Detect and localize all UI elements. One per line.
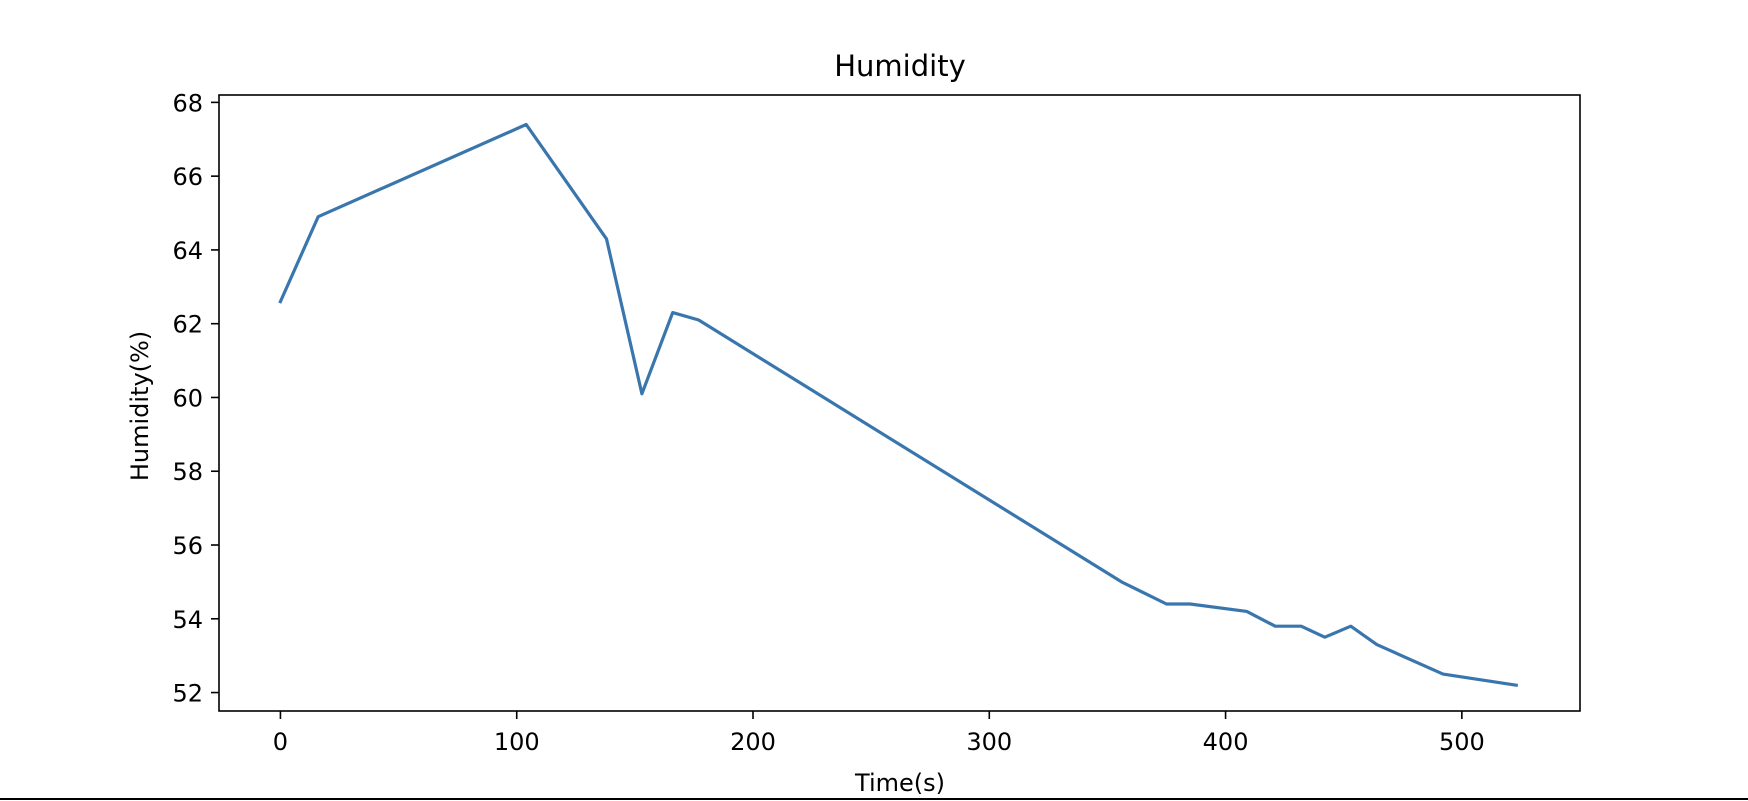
bottom-divider: [0, 798, 1748, 800]
x-tick-label: 300: [966, 728, 1012, 756]
plot-area: [218, 94, 1581, 712]
x-axis-label: Time(s): [854, 769, 945, 797]
y-axis-label: Humidity(%): [126, 331, 154, 481]
y-tick-label: 54: [172, 606, 203, 634]
x-tick-label: 200: [730, 728, 776, 756]
y-tick-label: 68: [172, 89, 203, 117]
x-tick-label: 400: [1203, 728, 1249, 756]
y-tick-label: 66: [172, 163, 203, 191]
plot-frame: [218, 94, 1581, 712]
series-line-0: [278, 122, 1519, 688]
y-tick-label: 52: [172, 680, 203, 708]
y-axis: 52 54 56 58 60 62 64 66 68: [172, 89, 219, 708]
y-tick-label: 62: [172, 311, 203, 339]
y-tick-label: 64: [172, 237, 203, 265]
chart-title: Humidity: [834, 49, 966, 83]
y-tick-label: 60: [172, 384, 203, 412]
y-tick-label: 56: [172, 532, 203, 560]
y-tick-label: 58: [172, 458, 203, 486]
x-tick-label: 0: [273, 728, 288, 756]
x-tick-label: 100: [494, 728, 540, 756]
x-tick-label: 500: [1439, 728, 1485, 756]
x-axis: 0 100 200 300 400 500: [273, 711, 1485, 756]
